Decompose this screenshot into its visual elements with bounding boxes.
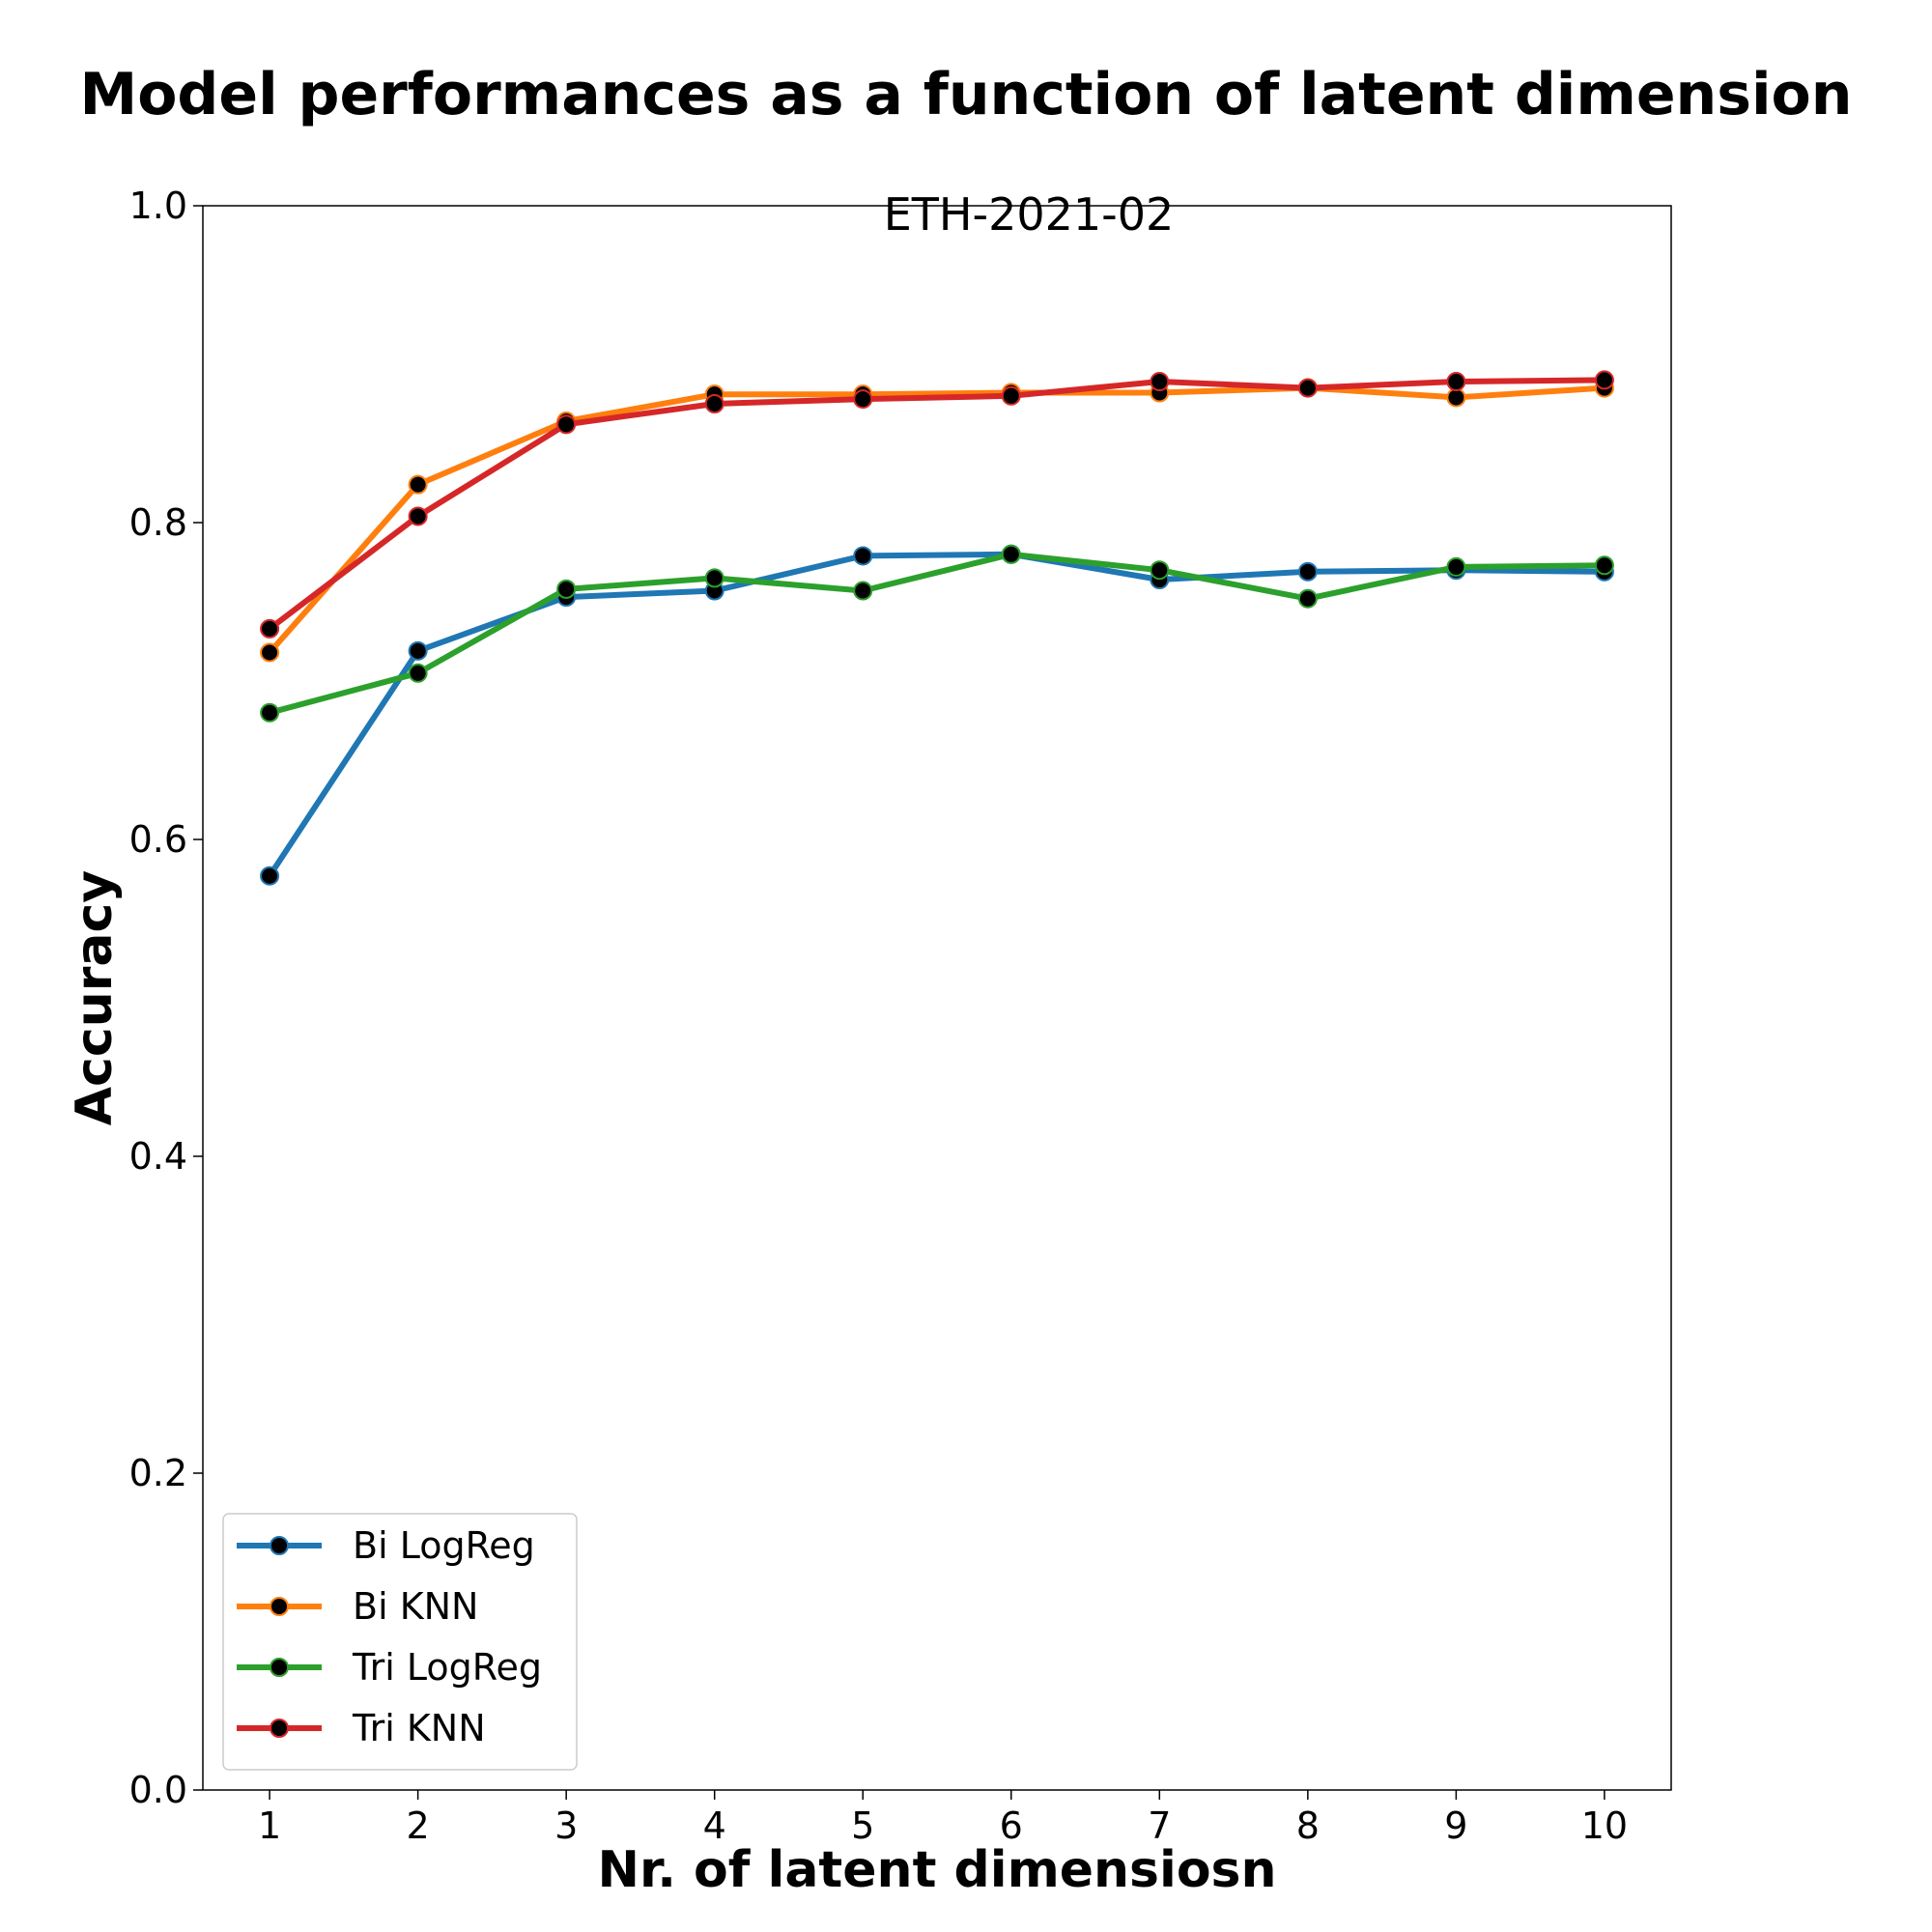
y-tick-label: 0.0 (129, 1769, 187, 1811)
data-point-bi-logreg (1297, 561, 1318, 582)
data-point-tri-knn (408, 506, 428, 526)
legend-entry-tri-logreg: Tri LogReg (237, 1646, 542, 1689)
legend: Bi LogReg Bi KNN Tri LogReg Tri KNN (222, 1513, 578, 1771)
legend-label: Bi LogReg (353, 1524, 535, 1567)
legend-marker (270, 1658, 289, 1677)
data-point-bi-logreg (853, 546, 873, 566)
x-tick-label: 4 (703, 1804, 726, 1847)
x-tick-label: 8 (1296, 1804, 1320, 1847)
series-tri-knn (260, 370, 1614, 639)
data-point-tri-logreg (1150, 560, 1170, 581)
legend-box (222, 1513, 578, 1771)
x-tick-label: 5 (851, 1804, 874, 1847)
legend-entry-tri-knn: Tri KNN (237, 1707, 486, 1749)
legend-marker (270, 1536, 289, 1555)
data-point-tri-knn (1594, 370, 1614, 390)
legend-entry-bi-logreg: Bi LogReg (237, 1524, 535, 1567)
y-axis-label: Accuracy (66, 870, 124, 1125)
data-point-tri-knn (1297, 378, 1318, 398)
data-point-tri-logreg (853, 581, 873, 601)
series-line-bi-knn (267, 384, 1605, 655)
legend-marker (270, 1719, 289, 1738)
legend-label: Tri KNN (352, 1707, 486, 1749)
data-point-bi-logreg (260, 866, 280, 886)
data-point-tri-logreg (704, 568, 724, 588)
y-tick-label: 0.4 (129, 1135, 187, 1178)
x-tick-label: 3 (554, 1804, 578, 1847)
plot-title: ETH-2021-02 (884, 188, 1175, 241)
data-point-tri-logreg (1446, 556, 1466, 577)
data-point-tri-logreg (408, 663, 428, 683)
series-line-tri-knn (268, 377, 1605, 632)
x-tick-label: 2 (407, 1804, 430, 1847)
x-tick-label: 10 (1581, 1804, 1628, 1847)
x-axis-ticks: 1 2 3 4 5 6 7 8 9 10 (258, 1790, 1628, 1847)
x-tick-label: 1 (258, 1804, 281, 1847)
data-point-tri-knn (260, 618, 280, 639)
x-tick-label: 7 (1148, 1804, 1171, 1847)
data-point-tri-knn (1001, 385, 1021, 406)
x-axis-label: Nr. of latent dimensiosn (597, 1841, 1276, 1899)
data-point-bi-knn (1446, 387, 1466, 408)
y-tick-label: 0.2 (129, 1452, 187, 1494)
series-line-tri-logreg (269, 551, 1605, 716)
y-tick-label: 1.0 (129, 185, 187, 227)
legend-label: Bi KNN (353, 1585, 478, 1628)
legend-label: Tri LogReg (352, 1646, 542, 1689)
legend-entries: Bi LogReg Bi KNN Tri LogReg Tri KNN (237, 1524, 542, 1749)
series-line-bi-logreg (267, 551, 1605, 878)
data-point-tri-logreg (1297, 588, 1318, 609)
y-tick-label: 0.6 (129, 818, 187, 861)
legend-marker (270, 1597, 289, 1616)
y-axis-ticks: 0.0 0.2 0.4 0.6 0.8 1.0 (129, 185, 203, 1811)
figure-title: Model performances as a function of late… (80, 61, 1853, 128)
data-point-tri-logreg (1594, 555, 1614, 576)
data-point-tri-knn (853, 389, 873, 410)
x-tick-label: 6 (1000, 1804, 1023, 1847)
data-point-bi-knn (408, 474, 428, 495)
data-point-bi-logreg (408, 640, 428, 661)
data-point-bi-knn (260, 642, 280, 663)
data-point-tri-logreg (1001, 544, 1021, 564)
x-tick-label: 9 (1444, 1804, 1467, 1847)
data-point-tri-logreg (556, 579, 577, 599)
data-point-tri-logreg (260, 702, 280, 723)
y-tick-label: 0.8 (129, 501, 187, 544)
legend-entry-bi-knn: Bi KNN (237, 1585, 478, 1628)
data-point-tri-knn (556, 414, 577, 435)
series-layer (260, 370, 1614, 886)
data-point-tri-knn (1150, 372, 1170, 392)
data-point-tri-knn (704, 394, 724, 413)
data-point-tri-knn (1446, 372, 1466, 392)
series-tri-logreg (260, 544, 1614, 723)
